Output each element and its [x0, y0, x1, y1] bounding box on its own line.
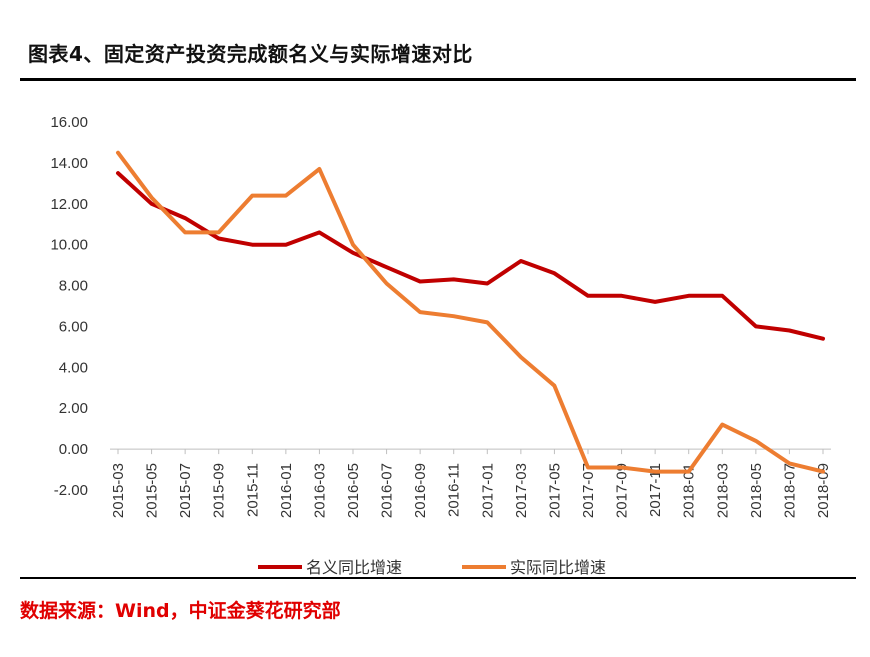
nominal-growth-line	[116, 171, 825, 341]
y-tick-label: 8.00	[59, 278, 88, 295]
x-tick-label: 2016-05	[345, 463, 362, 518]
x-tick-label: 2016-09	[412, 463, 429, 518]
x-tick-label: 2015-03	[110, 463, 127, 518]
x-tick-label: 2018-07	[781, 463, 798, 518]
x-tick-label: 2018-03	[714, 463, 731, 518]
y-tick-label: 6.00	[59, 318, 88, 335]
x-tick-label: 2016-11	[446, 463, 463, 517]
x-tick-label: 2018-09	[815, 463, 832, 518]
x-tick-label: 2016-03	[311, 463, 328, 518]
x-tick-label: 2017-03	[513, 463, 530, 518]
y-axis-ticks: 16.00 14.00 12.00 10.00 8.00 6.00 4.00 2.00 0.00…	[50, 114, 88, 499]
y-tick-label: 14.00	[50, 155, 88, 172]
x-tick-label: 2017-05	[546, 463, 563, 518]
data-source-note: 数据来源：Wind，中证金葵花研究部	[20, 600, 341, 622]
legend-nominal-label: 名义同比增速	[306, 558, 402, 577]
x-tick-label: 2015-09	[211, 463, 228, 518]
x-axis	[110, 448, 831, 455]
legend-real-label: 实际同比增速	[510, 558, 606, 577]
x-tick-label: 2016-01	[278, 463, 295, 518]
x-tick-label: 2018-01	[681, 463, 698, 518]
real-growth-line	[116, 150, 825, 474]
y-tick-label: -2.00	[54, 482, 88, 499]
x-tick-label: 2015-07	[177, 463, 194, 518]
top-rule	[20, 78, 856, 81]
y-tick-label: 12.00	[50, 196, 88, 213]
x-tick-label: 2016-07	[379, 463, 396, 518]
y-tick-label: 0.00	[59, 441, 88, 458]
y-tick-label: 10.00	[50, 237, 88, 254]
y-tick-label: 2.00	[59, 400, 88, 417]
chart-title: 图表4、固定资产投资完成额名义与实际增速对比	[28, 42, 473, 66]
bottom-rule	[20, 577, 856, 579]
y-tick-label: 16.00	[50, 114, 88, 131]
legend: 名义同比增速 实际同比增速	[258, 558, 606, 577]
x-tick-label: 2015-05	[144, 463, 161, 518]
series-lines	[116, 150, 825, 474]
y-tick-label: 4.00	[59, 359, 88, 376]
x-tick-label: 2017-07	[580, 463, 597, 518]
x-axis-ticks: 2015-03 2015-05 2015-07 2015-09 2015-11 2016-…	[110, 463, 832, 518]
x-tick-label: 2017-09	[614, 463, 631, 518]
x-tick-label: 2018-05	[748, 463, 765, 518]
x-tick-label: 2017-11	[647, 463, 664, 517]
x-tick-label: 2015-11	[244, 463, 261, 517]
x-tick-label: 2017-01	[479, 463, 496, 518]
